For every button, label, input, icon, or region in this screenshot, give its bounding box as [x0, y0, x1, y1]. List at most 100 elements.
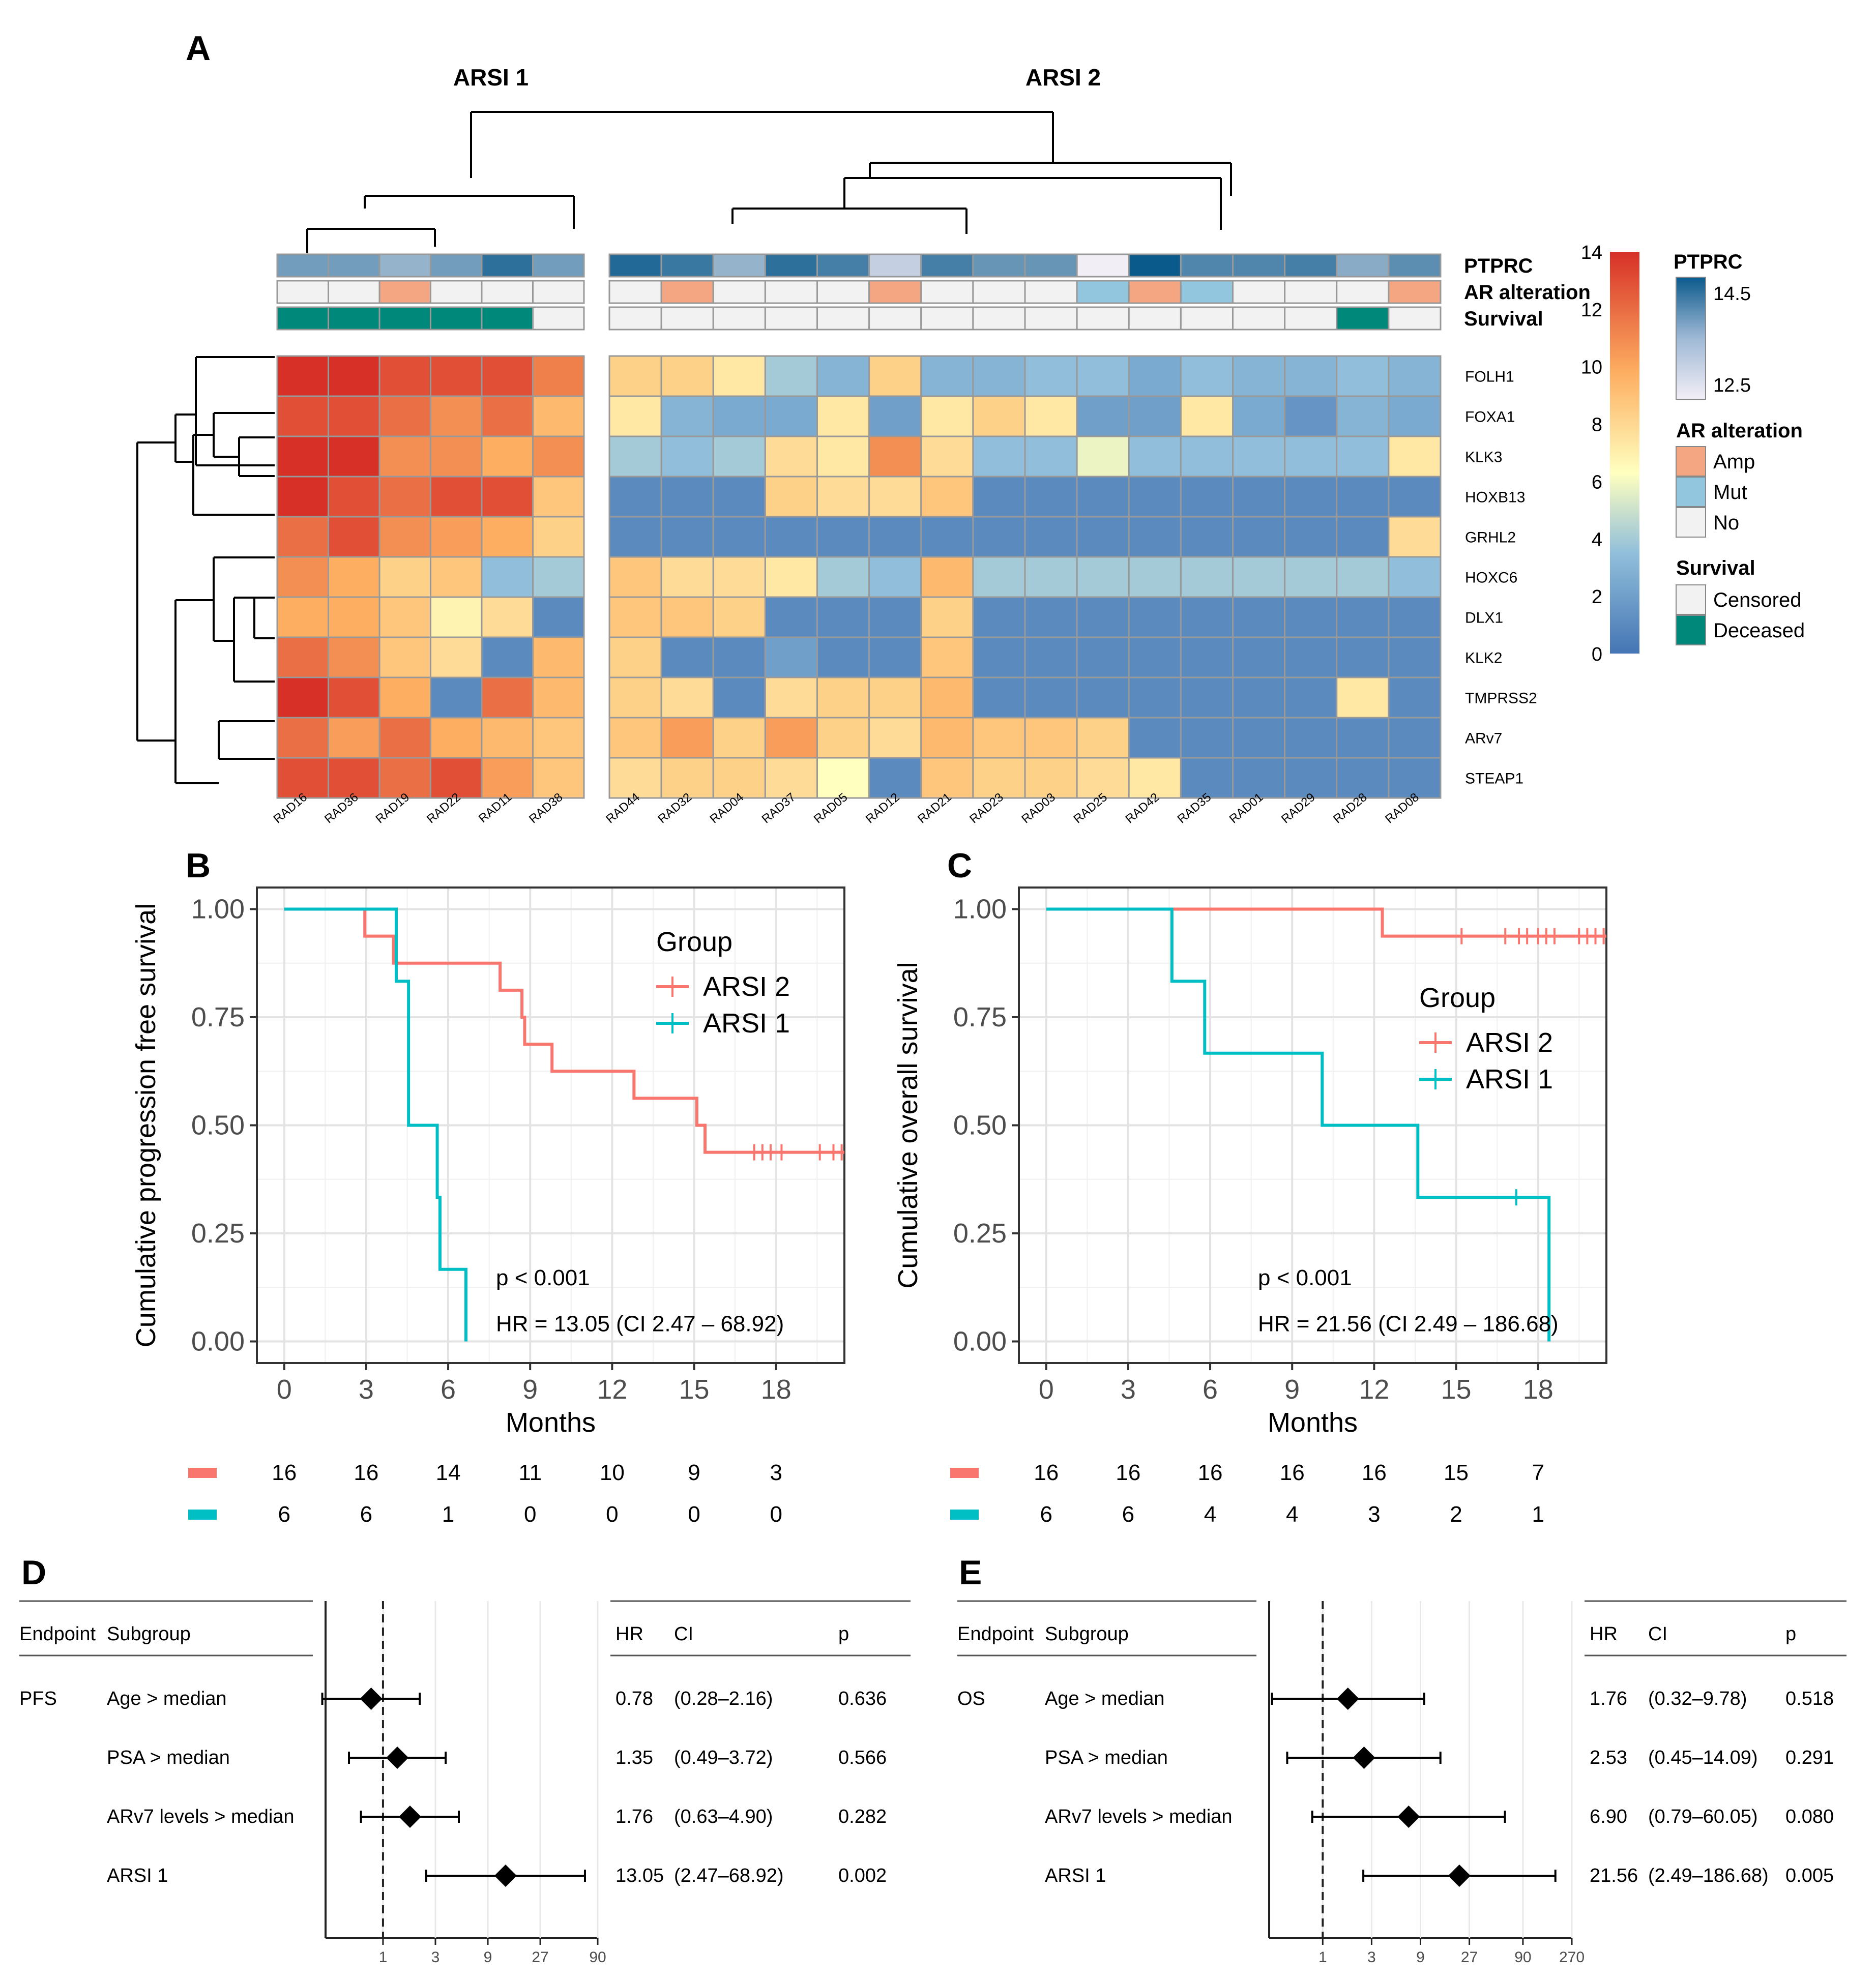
heatmap-cell: [1180, 556, 1234, 598]
hr-point: [1448, 1865, 1471, 1887]
heatmap-cell: [608, 596, 662, 638]
heatmap-cell: [276, 395, 329, 437]
ptprc-cell: [712, 253, 766, 278]
x-tick-label: 15: [679, 1374, 709, 1405]
panel-b: B 0 3 6 9 12 15 18 0.00 0.25 0.50 0.75 1.00 Months Cu…: [131, 846, 845, 1527]
heatmap-cell: [712, 596, 766, 638]
heatmap-cell: [868, 676, 922, 719]
row-subgroup: PSA > median: [107, 1747, 230, 1768]
heatmap-cell: [481, 395, 534, 437]
heatmap-cell: [1024, 516, 1078, 558]
row-hr: 0.78: [615, 1688, 653, 1709]
y-tick-label: 0.75: [953, 1002, 1007, 1032]
heatmap-cell: [1076, 476, 1130, 518]
km-curve-arsi2: [1046, 907, 1606, 938]
x-tick-label: 9: [1416, 1949, 1425, 1966]
survival-cell: [328, 306, 380, 331]
heatmap-cell: [378, 676, 431, 719]
ptprc-cell: [378, 253, 431, 278]
risk-table-count: 14: [436, 1460, 461, 1485]
heatmap-cell: [764, 717, 818, 759]
heatmap-cell: [328, 636, 380, 678]
heatmap-cell: [764, 435, 818, 478]
ptprc-cell: [1180, 253, 1234, 278]
x-tick-label: 9: [484, 1949, 492, 1966]
heatmap-cell: [378, 476, 431, 518]
legend-ptprc: PTPRC 14.5 12.5: [1674, 251, 1751, 400]
heatmap-cell: [1232, 676, 1286, 719]
row-subgroup: ARSI 1: [107, 1865, 168, 1886]
ptprc-cell: [1128, 253, 1182, 278]
heatmap-cell: [712, 717, 766, 759]
heatmap-cell: [276, 476, 329, 518]
heatmap-cell: [481, 717, 534, 759]
heatmap-cell: [608, 676, 662, 719]
risk-table-count: 2: [1450, 1502, 1462, 1527]
row-hr: 1.76: [615, 1806, 653, 1827]
heatmap-cell: [1076, 636, 1130, 678]
row-ci: (0.32–9.78): [1648, 1688, 1747, 1709]
heatmap-cell: [328, 476, 380, 518]
heatmap-cell: [532, 516, 585, 558]
heatmap-cell: [660, 636, 714, 678]
heatmap-cell: [1388, 636, 1442, 678]
heatmap-cell: [1284, 636, 1338, 678]
risk-table-count: 16: [1280, 1460, 1305, 1485]
y-tick-label: 1.00: [953, 894, 1007, 925]
heatmap-cell: [608, 556, 662, 598]
row-ci: (0.45–14.09): [1648, 1747, 1758, 1768]
ar-alteration-cell: [430, 280, 483, 304]
heatmap-cell: [1180, 676, 1234, 719]
row-ci: (2.47–68.92): [674, 1865, 784, 1886]
x-tick-label: 6: [1203, 1374, 1218, 1405]
ar-alteration-cell: [920, 280, 974, 304]
heatmap-cell: [430, 556, 483, 598]
ar-alteration-cell: [1284, 280, 1338, 304]
row-endpoint: PFS: [19, 1688, 57, 1709]
heatmap-cell: [660, 516, 714, 558]
heatmap-cell: [972, 476, 1026, 518]
heatmap-cell: [660, 556, 714, 598]
heatmap-cell: [276, 717, 329, 759]
heatmap-cell: [1336, 556, 1390, 598]
heatmap-cell: [378, 516, 431, 558]
heatmap-cell: [430, 636, 483, 678]
heatmap-cells: [276, 253, 1442, 799]
gene-label: GRHL2: [1465, 529, 1516, 546]
heatmap-cell: [1076, 596, 1130, 638]
heatmap-cell: [972, 676, 1026, 719]
x-tick-label: 3: [431, 1949, 440, 1966]
ar-alteration-cell: [712, 280, 766, 304]
row-hr: 21.56: [1590, 1865, 1638, 1886]
y-axis-title: Cumulative overall survival: [893, 962, 923, 1288]
heatmap-cell: [378, 757, 431, 799]
row-p: 0.080: [1785, 1806, 1834, 1827]
heatmap-cell: [608, 757, 662, 799]
heatmap-cell: [816, 757, 870, 799]
heatmap-cell: [532, 556, 585, 598]
hr-point: [494, 1865, 517, 1887]
hr-point: [1336, 1688, 1359, 1710]
survival-cell: [608, 306, 662, 331]
legend-survival-title: Survival: [1676, 557, 1755, 579]
heatmap-cell: [481, 556, 534, 598]
heatmap-cell: [1284, 676, 1338, 719]
heatmap-cell: [378, 717, 431, 759]
legend-ptprc-title: PTPRC: [1674, 251, 1743, 273]
ptprc-cell: [328, 253, 380, 278]
hr-point: [1397, 1806, 1420, 1828]
heat-tick-label: 4: [1592, 529, 1602, 550]
heatmap-cell: [1024, 395, 1078, 437]
heat-tick-label: 14: [1581, 242, 1602, 263]
heatmap-cell: [660, 676, 714, 719]
ar-alteration-cell: [328, 280, 380, 304]
heatmap-cell: [430, 355, 483, 397]
heatmap-cell: [1336, 757, 1390, 799]
panel-d: D Endpoint Subgroup HR CI p 1 3 9 27 90 PFS Age > m…: [19, 1553, 911, 1966]
risk-table-swatch: [950, 1468, 979, 1478]
legend-ar-title: AR alteration: [1676, 420, 1803, 442]
heatmap-cell: [1180, 435, 1234, 478]
ptprc-cell: [868, 253, 922, 278]
risk-table-count: 0: [688, 1502, 700, 1527]
